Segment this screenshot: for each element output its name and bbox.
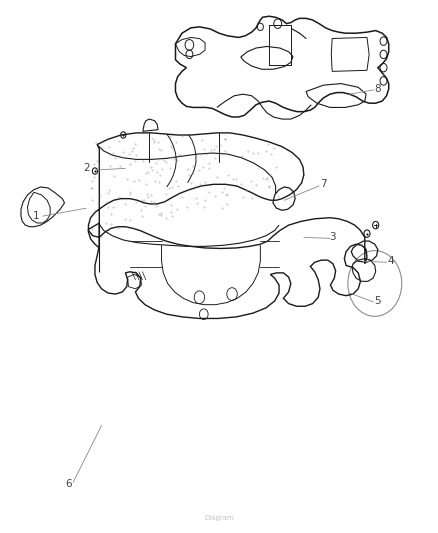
Text: 1: 1 (33, 211, 39, 221)
Text: Diagram: Diagram (204, 515, 234, 521)
Text: 6: 6 (66, 479, 72, 489)
Text: 7: 7 (320, 179, 327, 189)
Text: 2: 2 (83, 164, 89, 173)
Text: 8: 8 (374, 84, 381, 94)
Text: 3: 3 (329, 232, 336, 243)
Text: 5: 5 (374, 296, 381, 306)
Text: 4: 4 (388, 256, 394, 266)
